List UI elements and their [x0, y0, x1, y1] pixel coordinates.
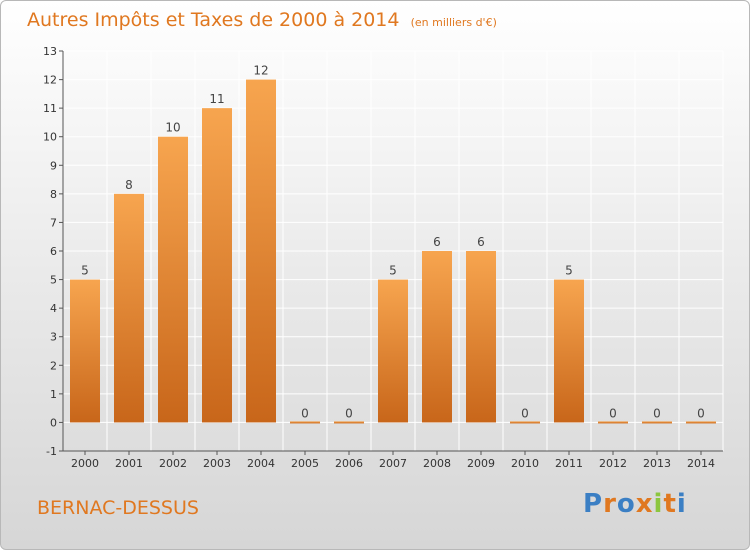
logo-letter: i — [653, 489, 664, 519]
value-label: 0 — [345, 406, 353, 420]
x-tick-label: 2005 — [291, 457, 319, 470]
y-tick-label: -1 — [46, 445, 57, 458]
x-tick-label: 2009 — [467, 457, 495, 470]
value-label: 6 — [477, 235, 485, 249]
chart-unit: (en milliers d'€) — [410, 16, 497, 29]
logo-letter: P — [583, 489, 604, 519]
commune-name: BERNAC-DESSUS — [37, 497, 199, 519]
value-label: 11 — [209, 92, 224, 106]
bar-2008 — [422, 251, 452, 423]
bar-2011 — [554, 279, 584, 423]
chart-title: Autres Impôts et Taxes de 2000 à 2014 — [27, 9, 400, 31]
y-tick-label: 9 — [50, 159, 57, 172]
value-label: 0 — [521, 406, 529, 420]
bar-2004 — [246, 79, 276, 423]
bar-2013 — [642, 421, 672, 424]
x-tick-label: 2002 — [159, 457, 187, 470]
y-tick-label: 12 — [43, 74, 57, 87]
x-tick-label: 2007 — [379, 457, 407, 470]
bar-2006 — [334, 421, 364, 424]
bar-2009 — [466, 251, 496, 423]
value-label: 0 — [301, 406, 309, 420]
x-tick-label: 2008 — [423, 457, 451, 470]
x-tick-label: 2011 — [555, 457, 583, 470]
x-tick-label: 2006 — [335, 457, 363, 470]
logo-letter: o — [616, 489, 636, 519]
y-tick-label: 4 — [50, 302, 57, 315]
logo-letter: x — [635, 489, 654, 519]
bar-2014 — [686, 421, 716, 424]
bar-2000 — [70, 279, 100, 423]
bar-2002 — [158, 136, 188, 423]
value-label: 0 — [653, 406, 661, 420]
y-tick-label: 5 — [50, 274, 57, 287]
y-tick-label: 11 — [43, 102, 57, 115]
proxiti-logo[interactable]: Proxiti — [583, 489, 687, 519]
value-label: 5 — [389, 264, 397, 278]
bar-2005 — [290, 421, 320, 424]
y-tick-label: 10 — [43, 131, 57, 144]
y-tick-label: 3 — [50, 331, 57, 344]
label-layer: 5 8 10 11 12 0 0 5 6 6 0 5 0 0 0 — [81, 64, 705, 421]
x-tick-label: 2000 — [71, 457, 99, 470]
y-tick-label: 6 — [50, 245, 57, 258]
y-tick-label: 2 — [50, 359, 57, 372]
value-label: 8 — [125, 178, 133, 192]
value-label: 12 — [253, 64, 268, 78]
y-tick-label: 8 — [50, 188, 57, 201]
bar-2003 — [202, 108, 232, 423]
chart-title-block: Autres Impôts et Taxes de 2000 à 2014 (e… — [27, 9, 497, 31]
logo-letter: r — [603, 489, 617, 519]
x-tick-label: 2003 — [203, 457, 231, 470]
bar-layer — [70, 79, 716, 424]
bar-2010 — [510, 421, 540, 424]
y-tick-label: 7 — [50, 216, 57, 229]
value-label: 0 — [609, 406, 617, 420]
y-tick-label: 13 — [43, 45, 57, 58]
y-tick-label: 0 — [50, 416, 57, 429]
y-tick-label: 1 — [50, 388, 57, 401]
x-tick-label: 2012 — [599, 457, 627, 470]
value-label: 5 — [565, 264, 573, 278]
value-label: 10 — [165, 121, 180, 135]
x-tick-label: 2004 — [247, 457, 275, 470]
x-tick-label: 2001 — [115, 457, 143, 470]
x-tick-label: 2010 — [511, 457, 539, 470]
x-tick-label: 2014 — [687, 457, 715, 470]
value-label: 0 — [697, 406, 705, 420]
value-label: 6 — [433, 235, 441, 249]
logo-letter: i — [676, 489, 687, 519]
bar-2007 — [378, 279, 408, 423]
bar-2012 — [598, 421, 628, 424]
logo-letter: t — [663, 489, 677, 519]
x-tick-label: 2013 — [643, 457, 671, 470]
bar-2001 — [114, 193, 144, 423]
value-label: 5 — [81, 264, 89, 278]
